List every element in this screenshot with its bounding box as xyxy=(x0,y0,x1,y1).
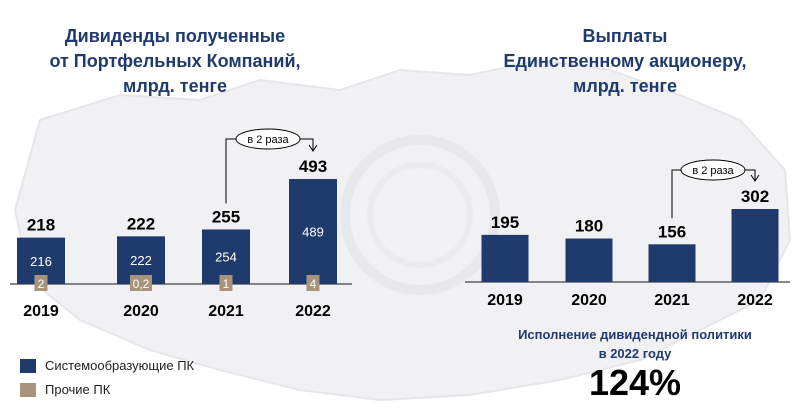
legend-item-main: Системообразующие ПК xyxy=(20,358,194,373)
legend-swatch-other xyxy=(20,382,36,397)
legend-item-other: Прочие ПК xyxy=(20,382,110,397)
x-tick-label-2020: 2020 xyxy=(123,303,159,320)
bar-total-label-2020: 222 xyxy=(127,214,155,233)
legend-swatch-main xyxy=(20,358,36,373)
bar-main-label-2021: 254 xyxy=(215,250,237,265)
bar-total-label-2019: 218 xyxy=(27,216,55,235)
bar-main-label-2019: 216 xyxy=(30,254,52,269)
bar-other-2020 xyxy=(130,275,152,291)
dividend-policy-label: Исполнение дивидендной политики в 2022 г… xyxy=(518,327,752,361)
bar-other-2022 xyxy=(306,275,320,291)
left-chart-title: Дивиденды полученные от Портфельных Комп… xyxy=(49,26,301,96)
bar-other-2019 xyxy=(34,275,48,291)
x-tick-label-2020: 2020 xyxy=(571,292,607,309)
right-growth-badge xyxy=(680,159,746,181)
growth-arrow-head xyxy=(308,144,318,152)
bar-main-2021 xyxy=(202,229,250,284)
bar-value-label-2020: 180 xyxy=(575,216,603,235)
bar-main-label-2022: 489 xyxy=(302,225,324,240)
dividend-policy-value: 124% xyxy=(588,362,682,403)
bar-value-label-2022: 302 xyxy=(741,187,769,206)
bar-value-label-2021: 156 xyxy=(658,222,686,241)
x-tick-label-2022: 2022 xyxy=(737,292,773,309)
bar-main-label-2020: 222 xyxy=(130,253,152,268)
bar-2019 xyxy=(481,234,529,282)
right-chart-title: Выплаты Единственному акционеру, млрд. т… xyxy=(503,26,747,96)
legend-label-other: Прочие ПК xyxy=(45,382,111,397)
x-tick-label-2021: 2021 xyxy=(654,292,690,309)
x-tick-label-2019: 2019 xyxy=(487,292,523,309)
right-growth-badge-label: в 2 раза xyxy=(692,165,734,177)
bar-other-label-2022: 4 xyxy=(310,277,317,291)
growth-badge xyxy=(235,128,301,150)
bar-other-label-2020: 0,2 xyxy=(133,277,150,291)
bar-value-label-2019: 195 xyxy=(491,213,519,232)
bar-total-label-2021: 255 xyxy=(212,207,240,226)
bar-2022 xyxy=(731,209,779,282)
bar-other-2021 xyxy=(219,275,233,291)
x-tick-label-2021: 2021 xyxy=(208,303,244,320)
bar-2020 xyxy=(565,238,613,282)
bar-other-label-2021: 1 xyxy=(223,277,230,291)
bar-main-2022 xyxy=(289,179,337,284)
bar-2021 xyxy=(648,244,696,282)
bar-other-label-2019: 2 xyxy=(38,277,45,291)
right-growth-arrow-head xyxy=(750,174,760,182)
x-tick-label-2022: 2022 xyxy=(295,303,331,320)
x-tick-label-2019: 2019 xyxy=(23,303,59,320)
legend-label-main: Системообразующие ПК xyxy=(45,358,195,373)
bar-total-label-2022: 493 xyxy=(299,157,327,176)
growth-badge-label: в 2 раза xyxy=(247,134,289,146)
